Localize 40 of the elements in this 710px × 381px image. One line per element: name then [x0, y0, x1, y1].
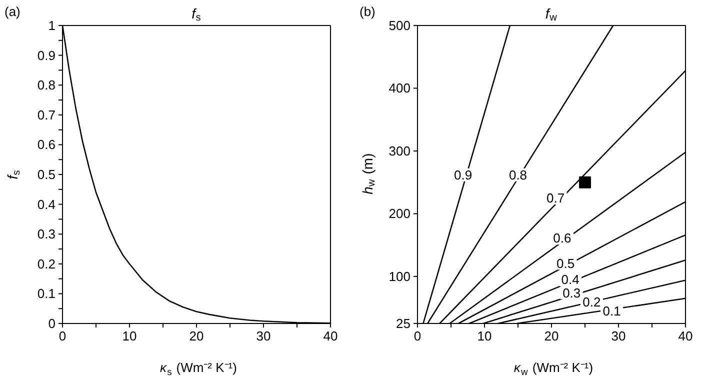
y-tick-label: 200 — [388, 206, 411, 222]
y-axis-title: hw (m) — [360, 153, 378, 194]
x-tick-label: 10 — [122, 328, 137, 344]
x-tick-label: 20 — [544, 328, 559, 344]
x-tick-label: 0 — [58, 328, 66, 344]
y-tick-label: 0.7 — [37, 107, 56, 122]
text: (a) — [4, 4, 20, 19]
x-tick-label: 0 — [414, 328, 422, 344]
y-tick-label: 0.9 — [37, 48, 56, 63]
y-tick-label: 0.3 — [37, 226, 56, 242]
y-tick-label: 0.6 — [37, 137, 56, 152]
x-tick-label: 30 — [611, 328, 626, 344]
y-tick-label: 0.1 — [37, 286, 56, 302]
x-tick-label: 10 — [477, 328, 492, 344]
x-tick-label: 30 — [256, 328, 271, 344]
text: (b) — [360, 4, 376, 19]
y-tick-label: 25 — [396, 316, 411, 331]
y-tick-label: 1 — [48, 18, 56, 33]
x-tick-label: 20 — [189, 328, 204, 344]
y-axis-title: fs — [4, 170, 22, 180]
y-tick-label: 100 — [388, 268, 411, 284]
y-tick-label: 0.4 — [37, 196, 56, 212]
annotation: 0.5 — [556, 256, 575, 271]
y-tick-label: 0 — [48, 316, 56, 331]
annotation: 0.8 — [508, 167, 528, 182]
x-tick-label: 40 — [323, 328, 338, 344]
y-tick-label: 500 — [388, 18, 411, 33]
annotation: 0.4 — [561, 272, 580, 288]
annotation: 0.6 — [553, 230, 572, 246]
annotation: 0.1 — [602, 303, 621, 318]
annotation: 0.7 — [546, 190, 565, 206]
y-tick-label: 0.2 — [37, 256, 56, 272]
y-tick-label: 0.8 — [37, 78, 56, 93]
annotation: 0.9 — [454, 167, 472, 182]
y-tick-label: 0.5 — [37, 167, 56, 182]
annotation: 0.3 — [562, 285, 581, 300]
annotation: 0.2 — [582, 294, 601, 310]
x-tick-label: 40 — [678, 328, 693, 344]
y-tick-label: 400 — [388, 80, 411, 96]
y-tick-label: 300 — [388, 143, 411, 158]
